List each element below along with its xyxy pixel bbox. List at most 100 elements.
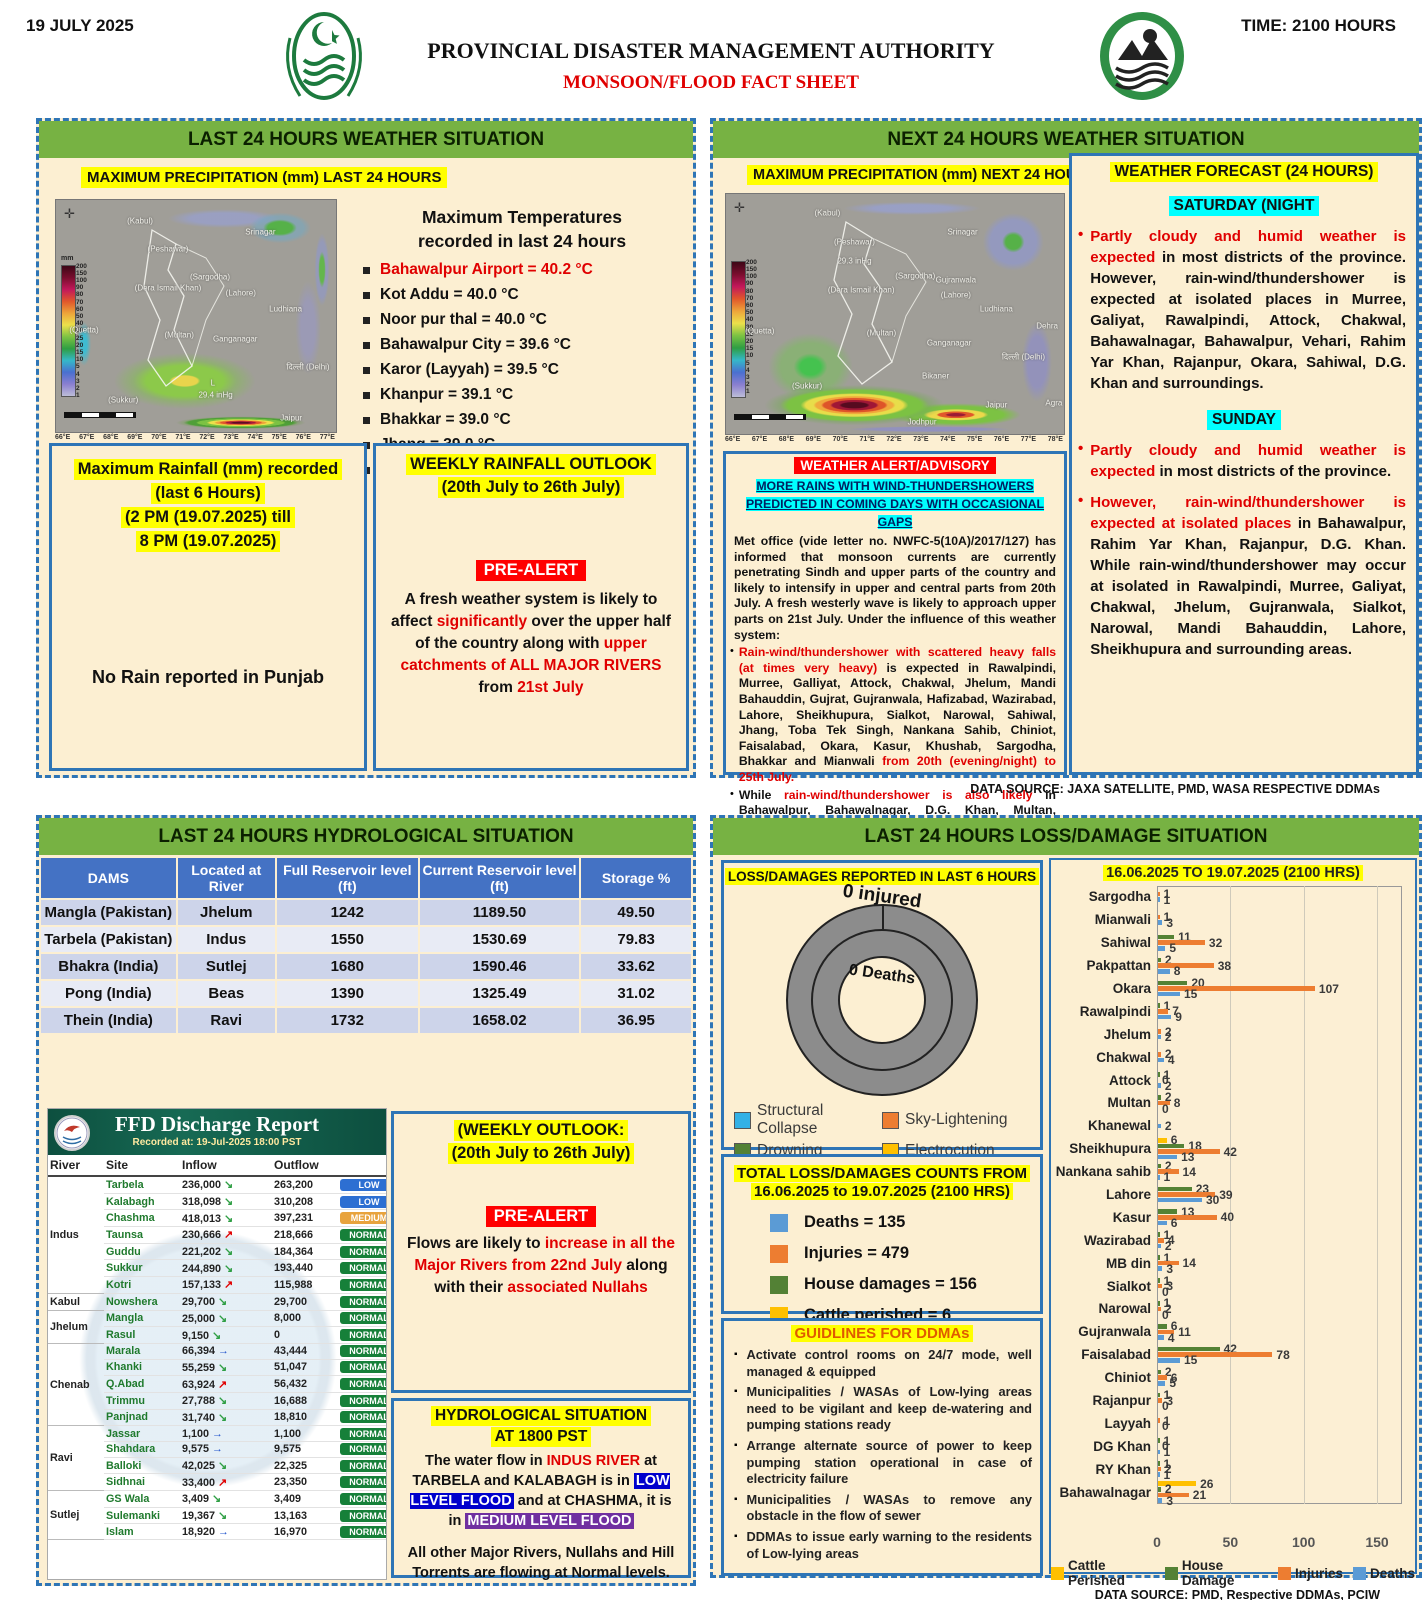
text-segment: Partly cloudy and humid weather is expec… (1090, 228, 1406, 266)
rainfall-title-line: (last 6 Hours) (151, 483, 265, 504)
ffd-row: Rasul 9,150 ↘ 0 NORMAL (48, 1326, 386, 1344)
ffd-spacer-cell (268, 1507, 272, 1525)
ffd-header: FFD Discharge Report Recorded at: 19-Jul… (48, 1109, 386, 1155)
dams-row: Bhakra (India) Sutlej 1680 1590.46 33.62 (39, 952, 693, 981)
precip-blobs (726, 194, 1064, 434)
dams-cell: 1325.49 (417, 979, 582, 1008)
bar-deaths (1158, 1057, 1164, 1063)
guideline-text: Municipalities / WASAs of Low-lying area… (746, 1384, 1032, 1433)
bar-deaths (1158, 1266, 1163, 1272)
precip-map-last24: ✛ mm 200 150 100 90 80 70 60 50 40 30 25 20 15 10 5 4 3 2… (55, 199, 337, 433)
ffd-row: Kabul Nowshera 29,700 ↘ 29,700 NORMAL (48, 1293, 386, 1311)
trend-flat-icon: → (218, 1525, 229, 1538)
rainfall-title-lines: Maximum Rainfall (mm) recorded (last 6 Ho… (52, 456, 364, 552)
temperature-item: Karor (Layyah) = 39.5 °C (357, 361, 687, 379)
bar-value-label: 3 (1166, 1393, 1174, 1408)
ffd-site-cell: Shahdara (104, 1441, 180, 1458)
trend-up-icon: ↗ (224, 1279, 234, 1292)
bar-deaths (1158, 1123, 1161, 1129)
text-segment: upper catchments of ALL MAJOR RIVERS (400, 635, 662, 674)
guideline-bullet: ▪ Activate control rooms on 24/7 mode, we… (724, 1347, 1040, 1380)
forecast-bullet-text: Partly cloudy and humid weather is expec… (1090, 440, 1406, 482)
district-label: Chiniot (1104, 1370, 1152, 1386)
bar-value-label: 5 (1169, 941, 1177, 956)
ffd-outflow-cell: 1,100 (272, 1425, 338, 1442)
bar-injuries (1158, 914, 1160, 920)
ffd-site-cell: Q.Abad (104, 1375, 180, 1393)
bar-value-label: 4 (1167, 1053, 1175, 1068)
dams-cell: 1732 (274, 1006, 420, 1035)
map-place-label: (Peshawar) (147, 244, 189, 254)
bar-value-label: 6 (1170, 1133, 1178, 1148)
temperature-item: Kot Addu = 40.0 °C (357, 286, 687, 304)
dams-cell: 1242 (274, 898, 420, 927)
axis-tick-label: 72°E (886, 436, 902, 443)
dams-column-header: Full Reservoir level (ft) (274, 856, 420, 900)
guideline-bullet: ▪ DDMAs to issue early warning to the res… (724, 1529, 1040, 1562)
ffd-inflow-cell: 236,000 ↘ (180, 1176, 268, 1194)
rainfall-note: No Rain reported in Punjab (91, 667, 324, 687)
status-badge: NORMAL (340, 1492, 386, 1505)
guidelines-title: GUIDLINES FOR DDMAs (791, 1325, 973, 1342)
axis-tick-label: 76°E (295, 434, 311, 441)
dams-row: Tarbela (Pakistan) Indus 1550 1530.69 79.83 (39, 925, 693, 954)
trend-down-icon: ↘ (224, 1212, 234, 1225)
totals-list: Deaths = 135 Injuries = 479 House damages … (724, 1213, 1040, 1325)
district-label: Kasur (1112, 1209, 1151, 1225)
ffd-outflow-cell: 193,440 (272, 1259, 338, 1278)
panel-next24-weather: NEXT 24 HOURS WEATHER SITUATION MAXIMUM … (710, 118, 1422, 864)
bar-house (1158, 1232, 1160, 1237)
temperature-text: Karor (Layyah) = 39.5 °C (380, 361, 559, 378)
bar-injuries (1158, 891, 1160, 897)
map-place-label: Bikaner (921, 371, 950, 381)
temperature-text: Bahawalpur City = 39.6 °C (380, 336, 571, 353)
map-place-label: Agra (1045, 398, 1063, 408)
scale-value: 25 (76, 334, 84, 342)
ffd-inflow-cell: 29,700 ↘ (180, 1293, 268, 1311)
temperature-text: Noor pur thal = 40.0 °C (380, 311, 547, 328)
ffd-site-cell: Kotri (104, 1276, 180, 1294)
temperature-item: Bahawalpur City = 39.6 °C (357, 336, 687, 354)
ffd-outflow-cell: 22,325 (272, 1457, 338, 1475)
axis-tick-label: 75°E (271, 434, 287, 441)
bar-deaths (1158, 968, 1170, 974)
data-source-top: DATA SOURCE: JAXA SATELLITE, PMD, WASA R… (970, 782, 1380, 796)
bar-house (1158, 1438, 1160, 1443)
ffd-spacer-cell (268, 1409, 272, 1427)
bar-value-label: 78 (1276, 1347, 1290, 1362)
ffd-row: Shahdara 9,575 → 9,575 NORMAL (48, 1441, 386, 1458)
precip-label-next24: MAXIMUM PRECIPITATION (mm) NEXT 24 HOURS (747, 165, 1103, 185)
x-axis-tick-label: 100 (1291, 1534, 1316, 1550)
bar-injuries (1158, 986, 1315, 991)
loss-6hrs-box: LOSS/DAMAGES REPORTED IN LAST 6 HOURS 0 … (721, 860, 1043, 1160)
ffd-site-cell: Marala (104, 1343, 180, 1360)
text-segment: at TARBELA and KALABAGH is in (412, 1453, 658, 1489)
bar-value-label: 1 (1163, 1250, 1171, 1265)
bar-value-label: 5 (1169, 1376, 1177, 1391)
bar-value-label: 14 (1182, 1164, 1196, 1179)
map-place-label: Jodhpur (907, 417, 937, 427)
bar-house (1158, 1095, 1161, 1100)
scale-values: 200 150 100 90 80 70 60 50 40 30 25 20 15 10 5 4 3 2 1 (746, 259, 757, 396)
ffd-header-row: River Site Inflow Outflow (48, 1155, 386, 1177)
ffd-row: Kalabagh 318,098 ↘ 310,208 LOW (48, 1193, 386, 1211)
forecast-bullet-text: Partly cloudy and humid weather is expec… (1090, 226, 1406, 394)
bar-house (1158, 980, 1188, 986)
map-place-label: (Dera Ismail Khan) (134, 283, 202, 293)
bar-house (1158, 1072, 1160, 1077)
ffd-inflow-cell: 19,367 ↘ (180, 1507, 268, 1525)
legend-label: Cattle Perished (1068, 1558, 1126, 1588)
dams-row: Pong (India) Beas 1390 1325.49 31.02 (39, 979, 693, 1008)
axis-tick-label: 73°E (223, 434, 239, 441)
ffd-status-cell: NORMAL (338, 1392, 386, 1410)
map-place-label: (Multan) (164, 330, 194, 340)
ffd-spacer-cell (268, 1343, 272, 1360)
ffd-spacer-cell (268, 1193, 272, 1211)
status-badge: NORMAL (340, 1228, 386, 1241)
total-label: House damages = 156 (804, 1275, 977, 1293)
bar-deaths (1158, 1498, 1163, 1503)
bar-value-label: 2 (1164, 1030, 1172, 1045)
district-label: Sahiwal (1100, 935, 1151, 951)
temperature-text: Bahawalpur Airport = 40.2 °C (380, 261, 593, 278)
map-place-label: (Quetta) (745, 326, 775, 336)
